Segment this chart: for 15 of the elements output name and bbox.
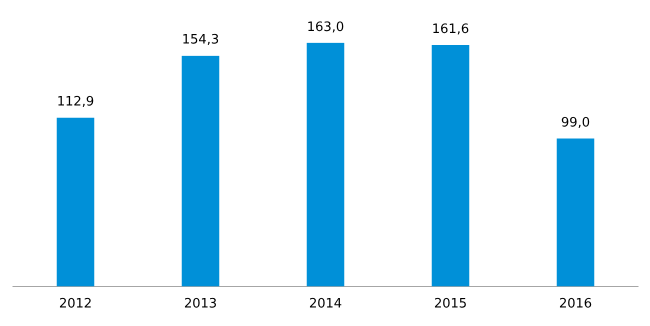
x-tick-label: 2014 [308, 296, 342, 312]
data-label: 154,3 [182, 32, 220, 48]
data-label: 163,0 [306, 20, 344, 35]
bar [182, 56, 220, 286]
data-label: 112,9 [56, 94, 94, 110]
x-tick-label: 2016 [558, 296, 592, 312]
bar [432, 44, 470, 286]
data-label: 99,0 [561, 115, 590, 130]
bar [556, 138, 594, 286]
bar [306, 42, 344, 286]
x-tick-label: 2015 [434, 296, 468, 312]
bar [56, 118, 94, 286]
x-tick-label: 2013 [184, 296, 218, 312]
x-tick-label: 2012 [58, 296, 92, 312]
data-label: 161,6 [432, 22, 470, 37]
